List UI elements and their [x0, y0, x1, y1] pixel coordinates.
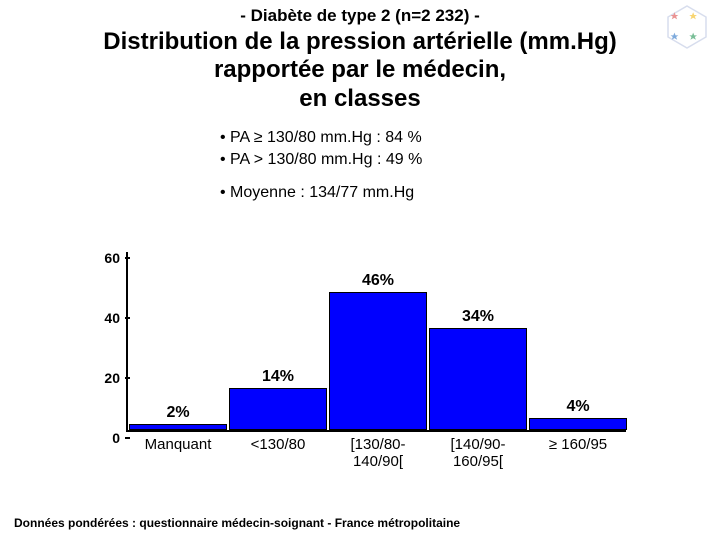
- title-sub-2: rapportée par le médecin,: [0, 56, 720, 84]
- title-sub-3: en classes: [0, 85, 720, 113]
- bar-value-label: 46%: [362, 272, 394, 293]
- y-tick: 60: [104, 250, 128, 266]
- footnote: Données pondérées : questionnaire médeci…: [14, 516, 460, 530]
- y-tick: 0: [112, 430, 128, 446]
- bar-value-label: 2%: [166, 404, 189, 425]
- bullet-3: • Moyenne : 134/77 mm.Hg: [220, 182, 720, 204]
- bar-value-label: 34%: [462, 308, 494, 329]
- y-tick: 20: [104, 370, 128, 386]
- bullet-2: • PA > 130/80 mm.Hg : 49 %: [220, 149, 720, 171]
- bar: 14%: [229, 388, 327, 430]
- x-category-label: ≥ 160/95: [528, 436, 628, 453]
- x-category-label: [130/80-140/90[: [328, 436, 428, 471]
- title-line-1: - Diabète de type 2 (n=2 232) -: [0, 6, 720, 26]
- x-category-label: Manquant: [128, 436, 228, 453]
- title-line-2: Distribution de la pression artérielle (…: [0, 28, 720, 113]
- bar: 4%: [529, 418, 627, 430]
- x-category-label: [140/90-160/95[: [428, 436, 528, 471]
- bullet-list: • PA ≥ 130/80 mm.Hg : 84 % • PA > 130/80…: [220, 127, 720, 204]
- bar-value-label: 14%: [262, 368, 294, 389]
- title-sub-1: Distribution de la pression artérielle (…: [0, 28, 720, 56]
- bar-value-label: 4%: [566, 398, 589, 419]
- bar: 34%: [429, 328, 527, 430]
- bullet-spacer: [220, 170, 720, 182]
- bar: 2%: [129, 424, 227, 430]
- bar-chart: 02040602%Manquant14%<130/8046%[130/80-14…: [84, 252, 644, 462]
- plot-area: 02040602%Manquant14%<130/8046%[130/80-14…: [126, 252, 626, 432]
- bullet-1: • PA ≥ 130/80 mm.Hg : 84 %: [220, 127, 720, 149]
- x-category-label: <130/80: [228, 436, 328, 453]
- title-block: - Diabète de type 2 (n=2 232) - Distribu…: [0, 0, 720, 113]
- logo-hexagon: [664, 4, 710, 50]
- y-tick: 40: [104, 310, 128, 326]
- bar: 46%: [329, 292, 427, 430]
